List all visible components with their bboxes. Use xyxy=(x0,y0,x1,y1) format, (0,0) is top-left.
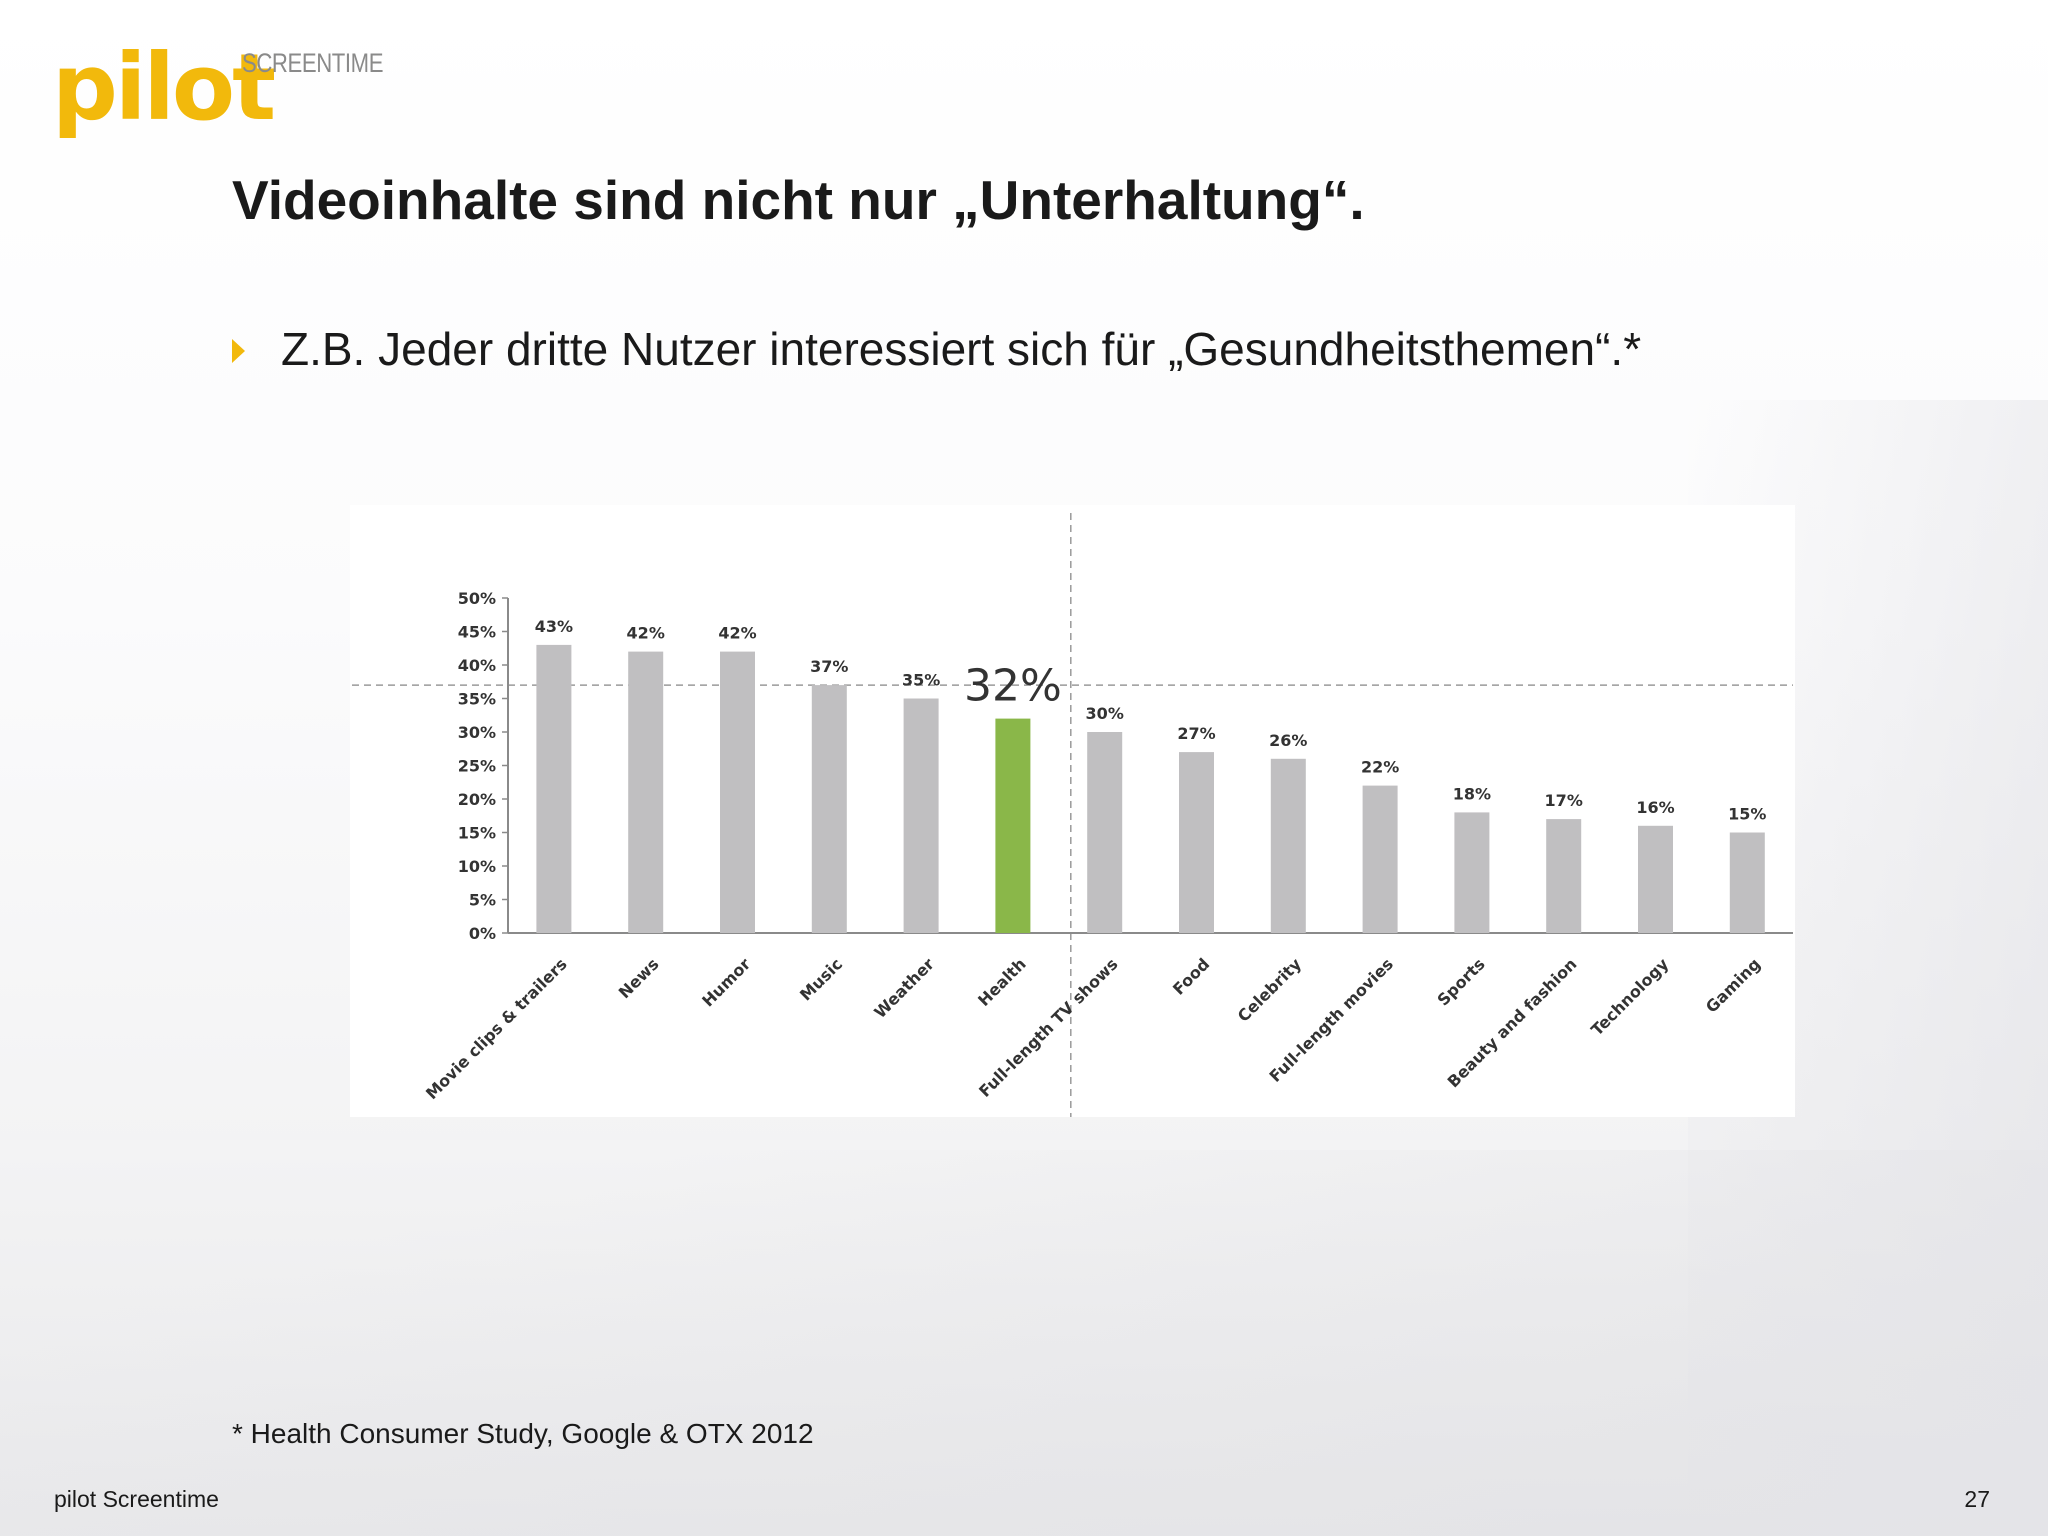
y-tick-label: 15% xyxy=(458,824,496,843)
logo-wordmark: pilot xyxy=(52,34,276,141)
bar-value-label: 35% xyxy=(902,671,940,690)
bar xyxy=(1638,825,1673,933)
bullet-item: Z.B. Jeder dritte Nutzer interessiert si… xyxy=(232,322,1641,376)
y-tick-label: 0% xyxy=(469,924,496,943)
bar xyxy=(1729,832,1765,933)
bar-value-label: 17% xyxy=(1545,791,1583,810)
category-label: Technology xyxy=(1587,954,1672,1039)
bar-value-label: 43% xyxy=(535,617,573,636)
bar xyxy=(720,651,755,933)
category-label: Music xyxy=(796,954,846,1004)
bar xyxy=(903,698,939,933)
bar-value-label: 26% xyxy=(1269,731,1307,750)
bar-chart: 0% 5% 10% 15% 20% 25% 30% 35% 40% 45% 50% 43% Movie … xyxy=(352,513,1793,1117)
bar xyxy=(628,651,664,933)
bar xyxy=(1362,785,1398,933)
bar xyxy=(1546,819,1582,933)
y-tick-label: 5% xyxy=(469,891,496,910)
page-number: 27 xyxy=(1964,1486,1990,1512)
bar-value-label: 37% xyxy=(810,657,848,676)
y-tick-label: 50% xyxy=(458,589,496,608)
category-label: Weather xyxy=(870,954,938,1022)
bar-value-label: 22% xyxy=(1361,758,1399,777)
bar-value-label: 42% xyxy=(627,624,665,643)
bar-value-label: 30% xyxy=(1086,704,1124,723)
bar xyxy=(995,718,1031,933)
bar-value-label: 15% xyxy=(1728,805,1766,824)
bar-value-label: 32% xyxy=(964,661,1062,712)
footnote: * Health Consumer Study, Google & OTX 20… xyxy=(232,1418,814,1449)
bar-value-label: 16% xyxy=(1636,798,1674,817)
chart-panel xyxy=(350,505,1795,1117)
triangle-bullet-icon xyxy=(232,339,245,363)
bar-value-label: 42% xyxy=(718,624,756,643)
y-tick-label: 30% xyxy=(458,723,496,742)
y-tick-label: 10% xyxy=(458,857,496,876)
category-label: Gaming xyxy=(1702,954,1764,1016)
category-label: Movie clips & trailers xyxy=(422,954,571,1103)
category-label: Sports xyxy=(1434,954,1489,1009)
bar xyxy=(536,644,572,933)
bullet-text: Z.B. Jeder dritte Nutzer interessiert si… xyxy=(281,323,1642,375)
bar-value-label: 27% xyxy=(1177,724,1215,743)
pilot-logo: pilot SCREENTIME xyxy=(52,42,392,152)
y-tick-label: 45% xyxy=(458,623,496,642)
bar xyxy=(1087,732,1123,933)
logo-subtext: SCREENTIME xyxy=(242,48,384,78)
category-label: Celebrity xyxy=(1234,954,1306,1026)
y-tick-label: 25% xyxy=(458,757,496,776)
y-tick-label: 40% xyxy=(458,656,496,675)
category-label: Health xyxy=(974,954,1030,1010)
category-label: Food xyxy=(1169,954,1213,998)
slide-title: Videoinhalte sind nicht nur „Unterhaltun… xyxy=(232,169,1365,231)
bar xyxy=(1454,812,1490,933)
bar xyxy=(811,685,847,933)
bar xyxy=(1270,758,1306,933)
category-label: Humor xyxy=(698,954,754,1010)
y-tick-label: 35% xyxy=(458,690,496,709)
category-label: News xyxy=(615,954,663,1002)
bar-value-label: 18% xyxy=(1453,784,1491,803)
footer-company: pilot Screentime xyxy=(54,1486,219,1512)
y-tick-label: 20% xyxy=(458,790,496,809)
bar xyxy=(1179,752,1214,933)
